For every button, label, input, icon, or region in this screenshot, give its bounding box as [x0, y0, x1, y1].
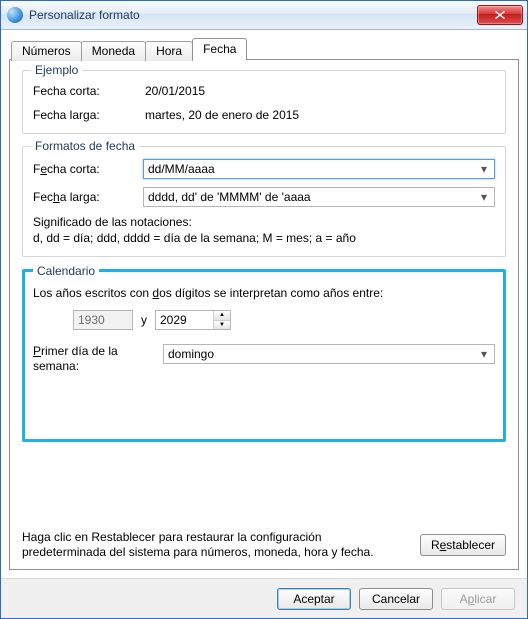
notation-block: Significado de las notaciones: d, dd = d… [33, 215, 495, 246]
label-long-date-format: Fecha larga: [33, 190, 143, 204]
calendar-empty-space [33, 373, 495, 429]
tab-time[interactable]: Hora [145, 41, 193, 61]
chevron-down-icon: ▾ [476, 160, 492, 178]
year-separator: y [141, 313, 147, 327]
tab-currency[interactable]: Moneda [81, 41, 146, 61]
combo-first-day[interactable]: domingo ▾ [163, 344, 495, 364]
label-long-date-example: Fecha larga: [33, 108, 143, 122]
tabstrip: Números Moneda Hora Fecha [9, 38, 519, 60]
apply-button[interactable]: Aplicar [441, 588, 515, 610]
reset-button[interactable]: Restablecer [420, 534, 506, 556]
window-frame: Personalizar formato Números Moneda Hora… [0, 0, 528, 619]
reset-area: Haga clic en Restablecer para restaurar … [22, 530, 506, 561]
group-formats-legend: Formatos de fecha [31, 139, 139, 153]
combo-long-date-format-value: dddd, dd' de 'MMMM' de 'aaaa [148, 190, 476, 204]
ok-button[interactable]: Aceptar [277, 588, 351, 610]
spinner-up-button[interactable]: ▲ [214, 311, 230, 321]
group-example-legend: Ejemplo [31, 63, 82, 77]
chevron-down-icon: ▾ [476, 188, 492, 206]
tab-date[interactable]: Fecha [192, 38, 247, 60]
tabpage-date: Ejemplo Fecha corta: 20/01/2015 Fecha la… [9, 59, 519, 570]
label-first-day: Primer día de la semana: [33, 344, 163, 373]
first-day-row: Primer día de la semana: domingo ▾ [33, 344, 495, 373]
app-icon [7, 7, 23, 23]
close-button[interactable] [477, 5, 523, 25]
year-from-input: 1930 [73, 310, 133, 330]
close-icon [495, 11, 505, 19]
combo-first-day-value: domingo [168, 347, 476, 361]
combo-long-date-format[interactable]: dddd, dd' de 'MMMM' de 'aaaa ▾ [143, 187, 495, 207]
cancel-button[interactable]: Cancelar [359, 588, 433, 610]
notation-body: d, dd = día; ddd, dddd = día de la seman… [33, 231, 495, 247]
dialog-footer: Aceptar Cancelar Aplicar [1, 578, 527, 618]
group-example: Ejemplo Fecha corta: 20/01/2015 Fecha la… [22, 70, 506, 134]
spinner-down-button[interactable]: ▼ [214, 321, 230, 330]
value-short-date-example: 20/01/2015 [143, 83, 207, 99]
label-short-date-example: Fecha corta: [33, 84, 143, 98]
reset-hint: Haga clic en Restablecer para restaurar … [22, 530, 408, 561]
group-calendar-legend: Calendario [33, 264, 99, 278]
window-title: Personalizar formato [29, 8, 477, 22]
calendar-year-range-row: 1930 y 2029 ▲ ▼ [73, 310, 495, 330]
tab-numbers[interactable]: Números [11, 41, 82, 61]
chevron-down-icon: ▾ [476, 345, 492, 363]
year-to-value: 2029 [156, 311, 213, 329]
label-short-date-format: Fecha corta: [33, 162, 143, 176]
calendar-two-digit-sentence: Los años escritos con dos dígitos se int… [33, 286, 495, 300]
group-formats: Formatos de fecha Fecha corta: dd/MM/aaa… [22, 146, 506, 257]
combo-short-date-format-value: dd/MM/aaaa [148, 162, 476, 176]
client-area: Números Moneda Hora Fecha Ejemplo Fecha … [1, 30, 527, 578]
value-long-date-example: martes, 20 de enero de 2015 [143, 107, 301, 123]
notation-title: Significado de las notaciones: [33, 215, 495, 231]
year-to-spinner[interactable]: 2029 ▲ ▼ [155, 310, 231, 330]
titlebar[interactable]: Personalizar formato [1, 1, 527, 30]
group-calendar: Calendario Los años escritos con dos díg… [22, 269, 506, 442]
combo-short-date-format[interactable]: dd/MM/aaaa ▾ [143, 159, 495, 179]
spinner-buttons: ▲ ▼ [213, 311, 230, 329]
